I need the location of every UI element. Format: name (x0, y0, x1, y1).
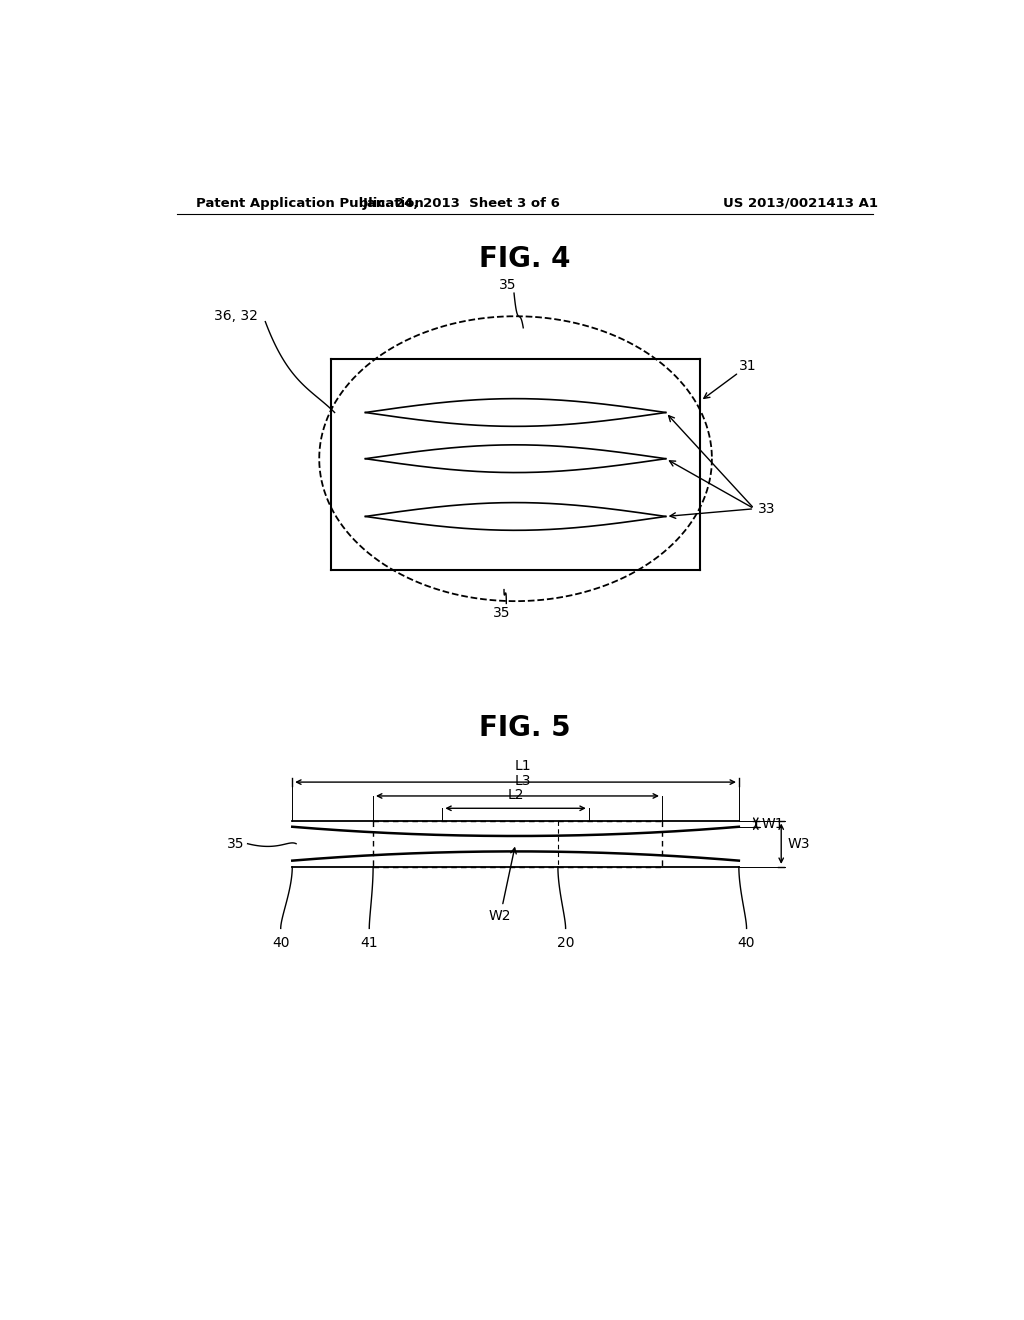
Text: Patent Application Publication: Patent Application Publication (196, 197, 424, 210)
Text: 35: 35 (227, 837, 245, 850)
Text: 41: 41 (360, 936, 378, 950)
Text: 31: 31 (739, 359, 757, 374)
Text: 35: 35 (499, 279, 517, 293)
Text: 33: 33 (758, 502, 775, 516)
Text: L2: L2 (507, 788, 524, 803)
Text: 36, 32: 36, 32 (214, 309, 258, 323)
Text: W2: W2 (488, 847, 516, 923)
Text: 40: 40 (272, 936, 290, 950)
Text: W1: W1 (762, 817, 784, 830)
Text: W3: W3 (787, 837, 810, 850)
Text: 20: 20 (557, 936, 574, 950)
Text: Jan. 24, 2013  Sheet 3 of 6: Jan. 24, 2013 Sheet 3 of 6 (362, 197, 560, 210)
Text: FIG. 4: FIG. 4 (479, 244, 570, 272)
Text: L1: L1 (515, 759, 531, 774)
Text: US 2013/0021413 A1: US 2013/0021413 A1 (723, 197, 878, 210)
Text: FIG. 5: FIG. 5 (479, 714, 570, 742)
Text: L3: L3 (515, 775, 531, 788)
Text: 40: 40 (738, 936, 756, 950)
Text: 35: 35 (493, 606, 510, 619)
